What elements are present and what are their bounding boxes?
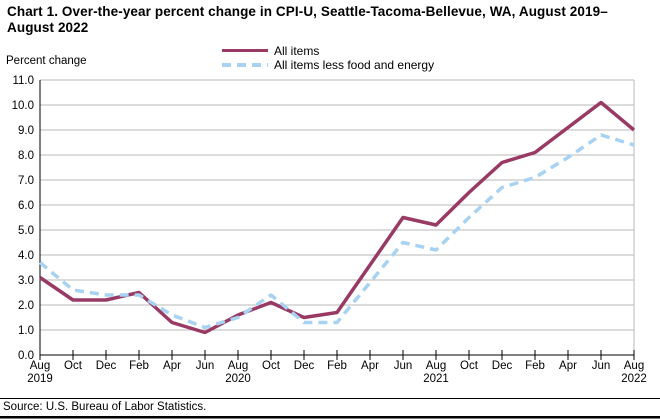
chart-title: Chart 1. Over-the-year percent change in… xyxy=(7,4,608,36)
x-tick-label: Dec xyxy=(294,360,315,372)
x-year-label: 2022 xyxy=(621,373,647,385)
legend-item-core: All items less food and energy xyxy=(222,57,435,72)
x-year-label: 2020 xyxy=(225,373,251,385)
x-tick-label: Feb xyxy=(327,360,347,372)
x-tick-label: Aug xyxy=(30,360,50,372)
core-line-swatch xyxy=(222,62,268,67)
all-items-line-swatch xyxy=(222,49,268,52)
y-tick-label: 11.0 xyxy=(12,75,34,87)
x-tick-label: Apr xyxy=(163,360,181,372)
x-tick-label: Oct xyxy=(460,360,479,372)
all-items-line xyxy=(39,100,636,335)
x-tick-label: Aug xyxy=(228,360,248,372)
y-tick-label: 8.0 xyxy=(18,150,34,162)
x-tick-label: Dec xyxy=(96,360,117,372)
x-tick-label: Jun xyxy=(592,360,611,372)
legend: All items All items less food and energy xyxy=(222,44,434,72)
y-tick-label: 7.0 xyxy=(18,175,34,187)
y-tick-label: 9.0 xyxy=(18,125,34,137)
x-year-label: 2019 xyxy=(27,373,53,385)
x-tick-label: Jun xyxy=(196,360,215,372)
y-tick-label: 0.0 xyxy=(18,350,34,362)
bottom-border xyxy=(0,416,660,419)
y-tick-label: 6.0 xyxy=(18,200,34,212)
x-tick-label: Oct xyxy=(262,360,281,372)
x-tick-label: Aug xyxy=(624,360,644,372)
legend-label: All items less food and energy xyxy=(274,57,435,72)
x-tick-label: Apr xyxy=(559,360,577,372)
y-axis-unit-label: Percent change xyxy=(6,55,87,67)
y-tick-label: 10.0 xyxy=(12,100,34,112)
legend-label: All items xyxy=(274,43,320,58)
x-tick-label: Jun xyxy=(394,360,413,372)
x-tick-label: Apr xyxy=(361,360,379,372)
source-note: Source: U.S. Bureau of Labor Statistics. xyxy=(3,401,207,413)
x-tick-label: Feb xyxy=(525,360,545,372)
x-tick-label: Oct xyxy=(64,360,83,372)
x-year-label: 2021 xyxy=(423,373,449,385)
y-tick-label: 1.0 xyxy=(18,325,34,337)
legend-item-all-items: All items xyxy=(222,43,434,58)
x-tick-label: Feb xyxy=(129,360,149,372)
core-line xyxy=(38,133,635,330)
x-tick-label: Aug xyxy=(426,360,446,372)
y-tick-label: 2.0 xyxy=(18,300,34,312)
y-tick-label: 5.0 xyxy=(18,225,34,237)
y-tick-label: 3.0 xyxy=(18,275,34,287)
x-tick-label: Dec xyxy=(492,360,513,372)
y-tick-label: 4.0 xyxy=(18,250,34,262)
